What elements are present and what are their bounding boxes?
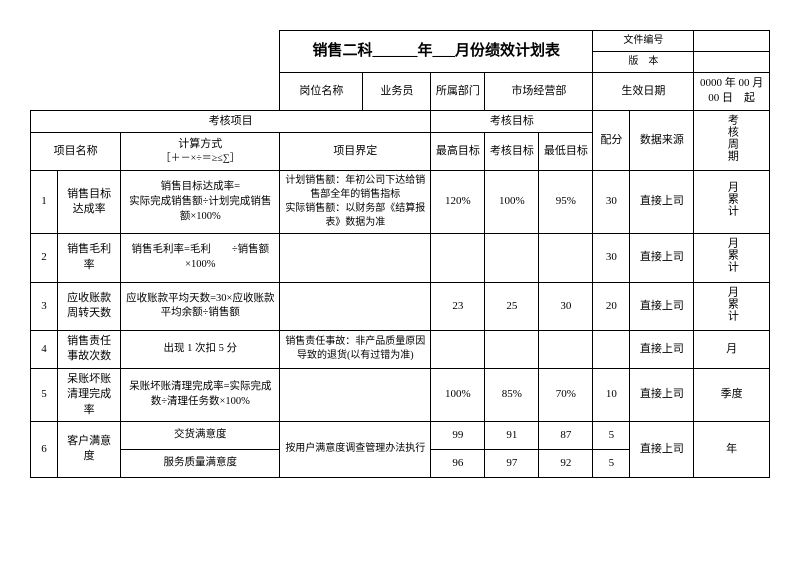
row-def (280, 234, 431, 282)
row-calc: 呆账坏账清理完成率=实际完成数÷清理任务数×100% (121, 368, 280, 421)
row-no: 4 (31, 330, 58, 368)
row-sub: 服务质量满意度 (121, 449, 280, 477)
row-cycle: 月 (694, 330, 770, 368)
row-sub: 交货满意度 (121, 421, 280, 449)
row-min: 95% (539, 171, 593, 234)
row-source: 直接上司 (630, 171, 694, 234)
row-source: 直接上司 (630, 234, 694, 282)
row-mid: 100% (485, 171, 539, 234)
dept-label: 所属部门 (431, 73, 485, 111)
row-weight: 5 (593, 449, 630, 477)
row-min (539, 330, 593, 368)
row-def (280, 282, 431, 330)
row-max: 100% (431, 368, 485, 421)
post-label: 岗位名称 (280, 73, 363, 111)
row-max: 23 (431, 282, 485, 330)
row-source: 直接上司 (630, 421, 694, 477)
row-name: 销售目标达成率 (58, 171, 121, 234)
row-name: 销售毛利率 (58, 234, 121, 282)
row-calc: 销售目标达成率=实际完成销售额÷计划完成销售额×100% (121, 171, 280, 234)
col-max: 最高目标 (431, 133, 485, 171)
row-weight (593, 330, 630, 368)
row-name: 应收账款周转天数 (58, 282, 121, 330)
row-def (280, 368, 431, 421)
row-calc: 出现 1 次扣 5 分 (121, 330, 280, 368)
row-weight: 30 (593, 171, 630, 234)
version-value (694, 52, 770, 73)
row-no: 1 (31, 171, 58, 234)
row-min: 30 (539, 282, 593, 330)
row-weight: 20 (593, 282, 630, 330)
row-min: 87 (539, 421, 593, 449)
row-mid: 25 (485, 282, 539, 330)
row-source: 直接上司 (630, 330, 694, 368)
kpi-plan-table: 销售二科______年___月份绩效计划表 文件编号 版 本 岗位名称 业务员 … (30, 30, 770, 478)
row-no: 5 (31, 368, 58, 421)
doc-title: 销售二科______年___月份绩效计划表 (280, 31, 593, 73)
row-weight: 5 (593, 421, 630, 449)
row-mid: 97 (485, 449, 539, 477)
row-cycle: 月累计 (694, 234, 770, 282)
row-name: 客户满意度 (58, 421, 121, 477)
row-mid (485, 330, 539, 368)
row-cycle: 季度 (694, 368, 770, 421)
row-max: 99 (431, 421, 485, 449)
row-weight: 30 (593, 234, 630, 282)
group-kpi-target: 考核目标 (431, 110, 593, 132)
row-def: 按用户满意度调查管理办法执行 (280, 421, 431, 477)
row-calc: 销售毛利率=毛利 ÷销售额×100% (121, 234, 280, 282)
col-definition: 项目界定 (280, 133, 431, 171)
row-min: 70% (539, 368, 593, 421)
row-no: 2 (31, 234, 58, 282)
col-calc: 计算方式 ［＋－×÷＝≥≤∑］ (121, 133, 280, 171)
row-min: 92 (539, 449, 593, 477)
col-weight: 配分 (593, 110, 630, 170)
eff-date-label: 生效日期 (593, 73, 694, 111)
col-source: 数据来源 (630, 110, 694, 170)
col-mid: 考核目标 (485, 133, 539, 171)
row-weight: 10 (593, 368, 630, 421)
row-calc: 应收账款平均天数=30×应收账款平均余额÷销售额 (121, 282, 280, 330)
col-cycle: 考核周期 (694, 110, 770, 170)
row-source: 直接上司 (630, 282, 694, 330)
doc-no-label: 文件编号 (593, 31, 694, 52)
col-item-name: 项目名称 (31, 133, 121, 171)
row-name: 呆账坏账清理完成率 (58, 368, 121, 421)
row-max: 96 (431, 449, 485, 477)
row-name: 销售责任事故次数 (58, 330, 121, 368)
eff-date-value: 0000 年 00 月 00 日 起 (694, 73, 770, 111)
row-min (539, 234, 593, 282)
row-no: 6 (31, 421, 58, 477)
row-mid (485, 234, 539, 282)
row-mid: 91 (485, 421, 539, 449)
col-min: 最低目标 (539, 133, 593, 171)
row-cycle: 年 (694, 421, 770, 477)
row-mid: 85% (485, 368, 539, 421)
group-kpi-item: 考核项目 (31, 110, 431, 132)
post-value: 业务员 (363, 73, 431, 111)
row-cycle: 月累计 (694, 282, 770, 330)
row-def: 销售责任事故：非产品质量原因导致的退货(以有过错为准) (280, 330, 431, 368)
version-label: 版 本 (593, 52, 694, 73)
row-no: 3 (31, 282, 58, 330)
row-max: 120% (431, 171, 485, 234)
row-cycle: 月累计 (694, 171, 770, 234)
row-max (431, 234, 485, 282)
dept-value: 市场经营部 (485, 73, 593, 111)
row-max (431, 330, 485, 368)
row-source: 直接上司 (630, 368, 694, 421)
doc-no-value (694, 31, 770, 52)
row-def: 计划销售额：年初公司下达给销售部全年的销售指标实际销售额：以财务部《结算报表》数… (280, 171, 431, 234)
